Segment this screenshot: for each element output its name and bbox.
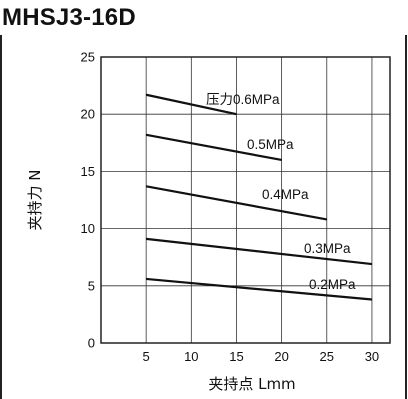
y-tick-label: 0 [88, 336, 95, 351]
series-label: 0.2MPa [309, 277, 356, 292]
y-tick-label: 15 [81, 164, 95, 179]
series-label: 0.4MPa [262, 187, 309, 202]
frame-right-border [405, 35, 407, 399]
x-tick-label: 15 [229, 349, 243, 364]
x-axis-label: 夹持点 Lmm [208, 375, 295, 393]
y-tick-labels: 0 5 10 15 20 25 [81, 50, 95, 351]
series-line [146, 237, 373, 266]
series-line [145, 93, 237, 116]
chart-title: MHSJ3-16D [2, 4, 136, 31]
y-tick-label: 20 [81, 107, 95, 122]
y-tick-label: 5 [88, 278, 95, 293]
x-tick-label: 5 [143, 349, 150, 364]
series-labels: 压力0.6MPa 0.5MPa 0.4MPa 0.3MPa 0.2MPa [206, 92, 356, 292]
series-label: 0.3MPa [304, 241, 351, 256]
frame-left-border [0, 35, 2, 399]
series-line [145, 133, 282, 162]
x-tick-label: 20 [274, 349, 288, 364]
series-label: 0.5MPa [247, 137, 294, 152]
y-tick-label: 25 [81, 50, 95, 65]
series-lines [145, 93, 373, 301]
x-tick-label: 25 [320, 349, 334, 364]
series-line [145, 185, 327, 221]
y-tick-label: 10 [81, 221, 95, 236]
x-tick-labels: 5 10 15 20 25 30 [143, 349, 380, 364]
plot-area-border [100, 56, 391, 344]
x-tick-label: 30 [365, 349, 379, 364]
series-label: 压力0.6MPa [206, 92, 280, 107]
y-axis-label: 夹持力 N [26, 170, 44, 231]
x-tick-label: 10 [184, 349, 198, 364]
series-line [146, 277, 373, 301]
